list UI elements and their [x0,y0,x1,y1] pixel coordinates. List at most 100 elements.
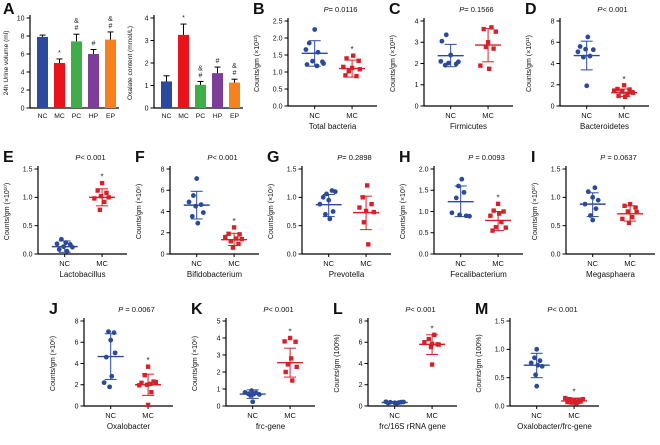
svg-text:0.0: 0.0 [419,251,429,258]
panel-letter-H: H [399,149,411,166]
svg-text:0.5: 0.5 [551,223,561,230]
svg-text:4: 4 [75,361,79,368]
svg-text:3: 3 [415,40,419,47]
svg-text:Prevotella: Prevotella [329,270,365,279]
svg-text:1.0: 1.0 [419,209,429,216]
svg-text:NC: NC [455,259,466,268]
svg-text:0: 0 [415,103,419,110]
svg-text:MC: MC [360,259,372,268]
svg-text:NC: NC [162,113,172,120]
svg-text:1: 1 [145,83,149,90]
svg-text:MC: MC [96,259,108,268]
svg-text:&: & [74,18,79,25]
svg-text:2: 2 [359,382,363,389]
panel-E: E P< 0.001 0.0 0.5 1.0 1.5 Counts/gm (×10¹⁰) N… [0,148,132,300]
row-1: A 0 2 4 6 8 10 24h Urine volume (ml) NC * MC & # PC #… [0,0,660,148]
svg-text:8: 8 [75,318,79,325]
svg-text:Counts/gm (×10¹⁰): Counts/gm (×10¹⁰) [3,183,11,240]
chart-bacteroidetes: P< 0.001 0 2 4 6 8 Counts/gm (×10¹¹) NC * MC Bacte… [522,0,654,144]
svg-text:0: 0 [161,251,165,258]
svg-text:*: * [182,15,185,22]
svg-text:1.5: 1.5 [23,166,33,173]
svg-text:Counts/gm (×10⁶): Counts/gm (×10⁶) [192,336,199,391]
panel-letter-G: G [267,149,280,166]
svg-text:5: 5 [217,318,221,325]
svg-text:NC: NC [38,113,48,120]
svg-text:Oxalobacter/frc-gene: Oxalobacter/frc-gene [517,422,592,431]
svg-text:0: 0 [217,403,221,410]
svg-text:4: 4 [551,61,555,68]
svg-text:1.5: 1.5 [273,52,283,59]
svg-text:MC: MC [346,111,358,120]
chart-frc-gene: P< 0.001 0 1 2 3 4 5 Counts/gm (×10⁶) NC * MC frc-g… [188,300,320,444]
svg-text:Counts/gm (×10¹¹): Counts/gm (×10¹¹) [390,35,397,92]
svg-text:0.5: 0.5 [287,223,297,230]
svg-text:P< 0.001: P< 0.001 [597,5,627,14]
svg-text:1.0: 1.0 [287,195,297,202]
svg-text:#: # [109,23,113,30]
panel-A: A 0 2 4 6 8 10 24h Urine volume (ml) NC * MC & # PC #… [0,0,250,148]
panel-B: B P= 0.0116 0.0 0.5 1.0 1.5 2.0 2.5 Counts/gm (… [250,0,386,148]
svg-text:*: * [497,193,500,202]
svg-text:*: * [101,173,104,182]
panel-D: D P< 0.001 0 2 4 6 8 Counts/gm (×10¹¹) NC * MC Bac… [522,0,658,148]
svg-text:2: 2 [551,82,555,89]
svg-text:2.5: 2.5 [273,18,283,25]
svg-text:NC: NC [531,411,542,420]
panel-M: M P< 0.001 0.0 0.5 1.0 1.5 Counts/gm (100%) NC… [472,300,614,445]
svg-text:*: * [58,50,61,57]
panel-letter-I: I [531,149,536,166]
svg-text:0.0: 0.0 [495,403,505,410]
svg-text:MC: MC [624,259,636,268]
svg-text:Counts/gm (100%): Counts/gm (100%) [334,334,341,392]
svg-text:1: 1 [415,82,419,89]
svg-text:Oxalate content (mmol/L): Oxalate content (mmol/L) [127,26,134,100]
svg-text:4: 4 [21,69,25,76]
svg-text:MC: MC [228,259,240,268]
svg-text:P< 0.001: P< 0.001 [207,153,237,162]
svg-text:NC: NC [59,259,70,268]
svg-text:P< 0.001: P< 0.001 [263,305,293,314]
svg-text:0: 0 [359,403,363,410]
svg-text:1: 1 [217,386,221,393]
svg-text:NC: NC [581,111,592,120]
svg-text:P< 0.001: P< 0.001 [75,153,105,162]
svg-text:MC: MC [54,113,65,120]
svg-text:*: * [289,328,292,337]
svg-text:0: 0 [145,105,149,112]
chart-prevotella: P= 0.2898 0.0 0.5 1.0 1.5 Counts/gm (×10⁹) NC M… [264,148,396,292]
chart-bifidobacterium: P< 0.001 0 2 4 6 8 Counts/gm (×10⁹) NC * MC Bifido… [132,148,264,292]
svg-text:MC: MC [482,111,494,120]
svg-text:P< 0.001: P< 0.001 [405,305,435,314]
svg-text:Bifidobacterium: Bifidobacterium [187,270,242,279]
svg-text:6: 6 [21,51,25,58]
svg-text:3: 3 [217,352,221,359]
svg-text:NC: NC [191,259,202,268]
panel-letter-K: K [191,301,203,318]
svg-text:NC: NC [389,411,400,420]
svg-text:8: 8 [161,166,165,173]
svg-text:PC: PC [72,113,82,120]
svg-text:2: 2 [145,60,149,67]
svg-text:EP: EP [230,113,240,120]
svg-text:1.0: 1.0 [23,195,33,202]
panel-J: J P = 0.0067 0 2 4 6 8 Counts/gm (×10⁶) NC * MC Ox… [46,300,188,445]
svg-text:4: 4 [145,15,149,22]
svg-text:MC: MC [568,411,580,420]
svg-text:NC: NC [445,111,456,120]
panel-C: C P= 0.1566 0 1 2 3 4 Counts/gm (×10¹¹) NC MC Fir… [386,0,522,148]
panel-letter-B: B [253,1,265,18]
panel-letter-J: J [49,301,58,318]
panel-L: L P< 0.001 0 2 4 6 8 Counts/gm (100%) NC * MC frc/… [330,300,472,445]
svg-text:2: 2 [217,369,221,376]
svg-text:Counts/gm (×10⁶): Counts/gm (×10⁶) [50,336,57,391]
svg-text:P= 0.1566: P= 0.1566 [459,5,493,14]
svg-text:*: * [573,388,576,397]
svg-text:0: 0 [551,103,555,110]
svg-text:2: 2 [21,87,25,94]
svg-text:MC: MC [618,111,630,120]
chart-oxalobacter-frc-gene: P< 0.001 0.0 0.5 1.0 1.5 Counts/gm (100%) NC * M… [472,300,604,444]
svg-text:6: 6 [551,40,555,47]
svg-text:8: 8 [21,33,25,40]
svg-text:NC: NC [323,259,334,268]
